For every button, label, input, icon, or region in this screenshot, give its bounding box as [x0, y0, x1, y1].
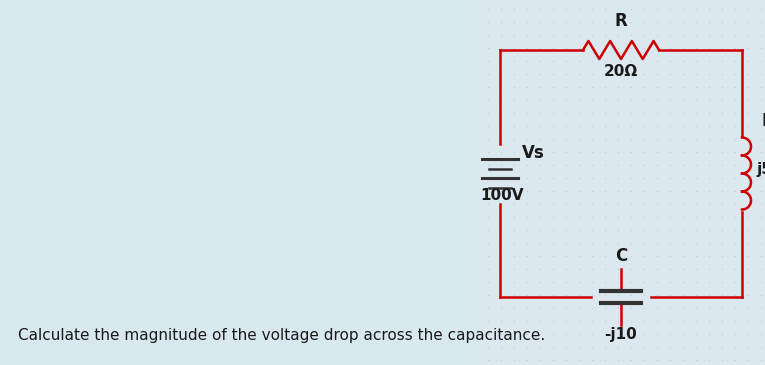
- Text: R: R: [614, 12, 627, 30]
- Text: -j10: -j10: [604, 327, 637, 342]
- Text: 20Ω: 20Ω: [604, 64, 638, 79]
- Text: L: L: [762, 112, 765, 131]
- Text: Vs: Vs: [522, 145, 545, 162]
- Text: 100V: 100V: [480, 188, 523, 204]
- Bar: [0, 0, 478, 365]
- Bar: [478, 0, 765, 365]
- Text: j5: j5: [756, 162, 765, 177]
- Text: Calculate the magnitude of the voltage drop across the capacitance.: Calculate the magnitude of the voltage d…: [18, 328, 545, 343]
- Text: C: C: [615, 247, 627, 265]
